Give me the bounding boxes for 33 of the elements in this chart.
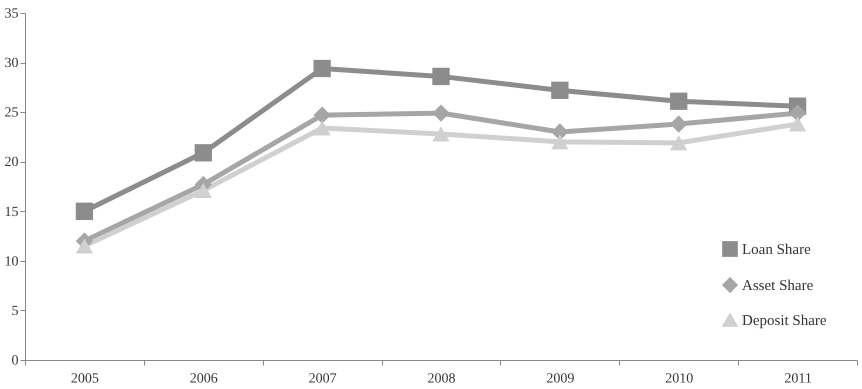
x-tick-label: 2006 [190, 372, 218, 386]
legend-label: Loan Share [742, 242, 812, 258]
point [551, 82, 569, 99]
point [551, 134, 569, 150]
point [432, 68, 450, 86]
point [788, 116, 806, 132]
y-tick-label: 10 [4, 254, 18, 270]
point [788, 104, 806, 122]
y-tick-label: 30 [4, 56, 18, 72]
y-tick-label: 20 [4, 155, 18, 170]
point [76, 238, 94, 254]
point [313, 120, 331, 136]
legend-label: Deposit Share [742, 313, 827, 329]
point [670, 115, 688, 133]
x-tick-label: 2007 [308, 372, 337, 386]
point [194, 144, 212, 162]
x-tick-label: 2009 [546, 372, 574, 386]
x-tick-label: 2011 [784, 372, 812, 386]
point [76, 202, 94, 220]
point [194, 182, 212, 198]
y-tick-label: 35 [4, 6, 18, 22]
y-tick-label: 25 [4, 106, 18, 121]
y-tick-label: 5 [12, 304, 18, 319]
y-tick-label: 0 [12, 354, 18, 368]
x-tick-label: 2010 [665, 372, 694, 386]
point [670, 92, 688, 110]
legend-label: Asset Share [742, 278, 814, 294]
x-tick-label: 2008 [428, 372, 456, 386]
point [432, 126, 450, 142]
point [313, 60, 331, 78]
y-tick-label: 15 [4, 204, 18, 220]
point [670, 135, 688, 150]
x-tick-label: 2005 [70, 372, 99, 386]
